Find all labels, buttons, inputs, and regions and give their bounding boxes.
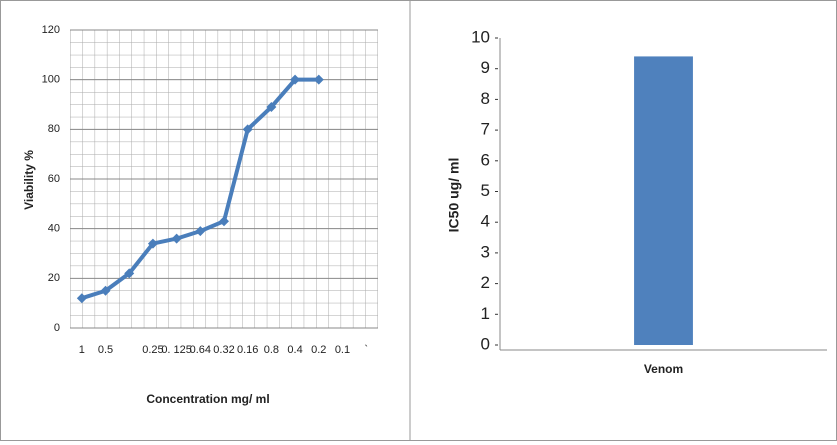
- x-tick-label: 0.1: [335, 344, 350, 356]
- bar: [634, 56, 693, 346]
- y-axis-label: Viability %: [22, 150, 36, 210]
- y-tick-label: 20: [48, 272, 60, 284]
- x-tick-label: 0.25: [142, 344, 163, 356]
- y-tick-label: 3: [481, 242, 490, 261]
- y-axis-label: IC50 ug/ ml: [446, 158, 462, 233]
- y-tick-label: 6: [481, 150, 490, 169]
- y-tick-label: 5: [481, 181, 490, 200]
- x-tick-label: 0.2: [311, 344, 326, 356]
- x-axis-label: Concentration mg/ ml: [146, 392, 269, 406]
- x-tick-label: 0.16: [237, 344, 258, 356]
- y-tick-label: 100: [42, 74, 60, 86]
- x-tick-label: 0.8: [264, 344, 279, 356]
- x-tick-label: 0.5: [98, 344, 113, 356]
- y-tick-label: 0: [481, 334, 490, 353]
- y-tick-label: 120: [42, 24, 60, 36]
- x-tick-label: 1: [79, 344, 85, 356]
- marker: [124, 268, 135, 279]
- marker: [100, 285, 111, 296]
- y-tick-label: 9: [481, 58, 490, 77]
- x-tick-label: 0.64: [190, 344, 211, 356]
- y-tick-label: 80: [48, 123, 60, 135]
- marker: [242, 124, 253, 135]
- y-tick-label: 2: [481, 273, 490, 292]
- x-tick-label: `: [364, 344, 368, 356]
- y-tick-label: 10: [471, 27, 490, 46]
- y-tick-label: 0: [54, 322, 60, 334]
- marker: [195, 226, 206, 237]
- x-tick-label: 0.32: [213, 344, 234, 356]
- x-tick-label: 0.4: [287, 344, 302, 356]
- y-tick-label: 4: [481, 212, 490, 231]
- marker: [147, 238, 158, 249]
- marker: [313, 74, 324, 85]
- y-tick-label: 40: [48, 223, 60, 235]
- marker: [290, 74, 301, 85]
- y-tick-label: 60: [48, 173, 60, 185]
- marker: [219, 216, 229, 227]
- y-tick-label: 7: [481, 120, 490, 139]
- marker: [171, 233, 182, 244]
- marker: [76, 293, 87, 304]
- y-tick-label: 1: [481, 304, 490, 323]
- marker: [266, 101, 277, 112]
- x-tick-label: 0. 125: [161, 344, 192, 356]
- y-tick-label: 8: [481, 89, 490, 108]
- x-tick-label: Venom: [644, 362, 683, 376]
